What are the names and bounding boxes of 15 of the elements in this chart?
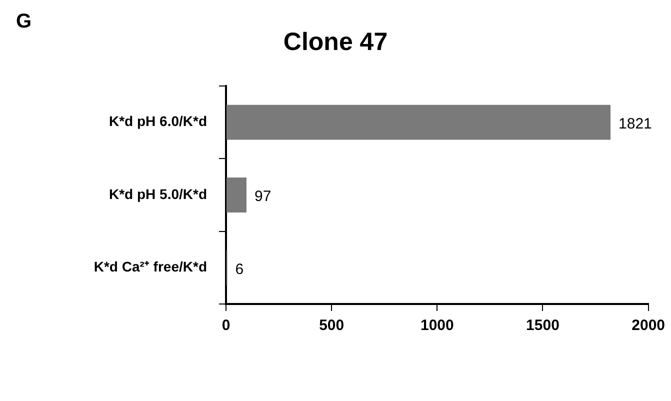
text: G [16, 10, 32, 33]
y-tick-label: K*d Ca²⁺ free/K*d [94, 258, 207, 275]
y-tick-label: K*d pH 6.0/K*d [108, 113, 207, 130]
data-label: 1821 [618, 115, 652, 132]
data-label: 6 [235, 260, 244, 278]
x-tick-label: 1500 [526, 317, 560, 334]
x-tick-label: 2000 [632, 317, 666, 334]
chart-title: Clone 47 [283, 28, 388, 56]
x-tick-label: 0 [222, 317, 230, 334]
y-tick-label: K*d pH 5.0/K*d [108, 186, 207, 202]
x-tick-label: 500 [319, 317, 344, 334]
data-label: 97 [254, 188, 272, 206]
x-tick-label: 1000 [420, 317, 454, 334]
bar [226, 178, 246, 212]
bar [226, 104, 611, 140]
